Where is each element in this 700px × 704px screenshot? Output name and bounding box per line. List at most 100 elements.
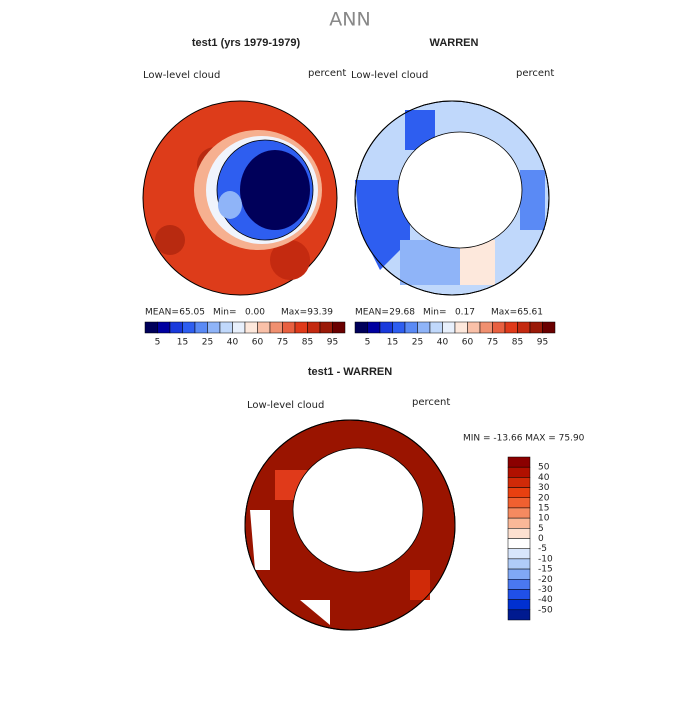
colorbar-label: 15 xyxy=(177,338,188,348)
colorbar-box xyxy=(294,321,308,334)
colorbar-label: 30 xyxy=(538,483,550,493)
colorbar-label: 40 xyxy=(437,338,449,348)
colorbar-box xyxy=(442,321,456,334)
colorbar-label: 60 xyxy=(462,338,474,348)
colorbar-box xyxy=(507,579,531,590)
stat-value: 65.61 xyxy=(517,308,543,318)
colorbar-label: -40 xyxy=(538,595,553,605)
colorbar-box xyxy=(367,321,381,334)
colorbar-box xyxy=(467,321,481,334)
colorbar-box xyxy=(507,528,531,539)
colorbar-label: -10 xyxy=(538,554,553,564)
colorbar-box xyxy=(479,321,493,334)
colorbar-label: 10 xyxy=(538,514,550,524)
colorbar-box xyxy=(144,321,158,334)
colorbar-box xyxy=(507,599,531,611)
stat-value: 93.39 xyxy=(307,308,333,318)
colorbar-box xyxy=(182,321,196,334)
range-label: MIN = -13.66 MAX = 75.90 xyxy=(463,434,585,444)
colorbar-box xyxy=(269,321,283,334)
colorbar-box xyxy=(507,538,531,549)
colorbar-label: 5 xyxy=(538,524,544,534)
colorbar-box xyxy=(307,321,321,334)
colorbar-label: 20 xyxy=(538,493,550,503)
colorbar-box xyxy=(194,321,208,334)
stat-label: Min= xyxy=(213,308,237,318)
colorbar-box xyxy=(219,321,233,334)
stat-label: MEAN= xyxy=(355,308,389,318)
colorbar-box xyxy=(507,589,531,600)
colorbar-box xyxy=(507,456,531,468)
colorbar-box xyxy=(429,321,443,334)
colorbar-label: 15 xyxy=(387,338,398,348)
variable-label: Low-level cloud xyxy=(351,70,428,81)
colorbar-label: 95 xyxy=(537,338,548,348)
colorbar-box xyxy=(404,321,418,334)
stat-value: 65.05 xyxy=(179,308,205,318)
colorbar-box xyxy=(232,321,246,334)
units-label: percent xyxy=(412,397,450,408)
map xyxy=(354,100,550,296)
map xyxy=(142,100,338,296)
panel-title: test1 - WARREN xyxy=(308,366,392,378)
colorbar-box xyxy=(354,321,368,334)
stat-label: Min= xyxy=(423,308,447,318)
stat-value: 29.68 xyxy=(389,308,415,318)
colorbar-box xyxy=(507,548,531,560)
map xyxy=(244,419,456,631)
colorbar-box xyxy=(529,321,543,334)
colorbar-label: 5 xyxy=(365,338,371,348)
colorbar-box xyxy=(542,321,556,334)
colorbar-label: 5 xyxy=(155,338,161,348)
colorbar-label: -5 xyxy=(538,544,547,554)
panel-title: test1 (yrs 1979-1979) xyxy=(192,37,301,49)
colorbar-label: 25 xyxy=(412,338,423,348)
units-label: percent xyxy=(308,68,346,79)
colorbar-box xyxy=(507,477,531,488)
colorbar-box xyxy=(244,321,258,334)
colorbar-box xyxy=(332,321,346,334)
colorbar-box xyxy=(454,321,468,334)
variable-label: Low-level cloud xyxy=(143,70,220,81)
colorbar-box xyxy=(157,321,171,334)
colorbar-box xyxy=(257,321,271,334)
colorbar-box xyxy=(504,321,518,334)
colorbar-label: 75 xyxy=(487,338,498,348)
colorbar-box xyxy=(492,321,506,334)
colorbar-box xyxy=(517,321,531,334)
colorbar-box xyxy=(282,321,296,334)
colorbar-label: 85 xyxy=(302,338,313,348)
units-label: percent xyxy=(516,68,554,79)
colorbar-box xyxy=(379,321,393,334)
colorbar-label: 40 xyxy=(538,473,550,483)
colorbar-box xyxy=(319,321,333,334)
colorbar-label: -30 xyxy=(538,585,553,595)
colorbar-box xyxy=(507,517,531,529)
stat-label: Max= xyxy=(491,308,517,318)
colorbar-label: 15 xyxy=(538,503,549,513)
colorbar-label: 25 xyxy=(202,338,213,348)
colorbar-box xyxy=(507,497,531,509)
colorbar-label: -50 xyxy=(538,605,553,615)
colorbar-box xyxy=(169,321,183,334)
colorbar-box xyxy=(507,507,531,519)
colorbar-label: 50 xyxy=(538,463,550,473)
variable-label: Low-level cloud xyxy=(247,400,324,411)
stat-value: 0.17 xyxy=(455,308,475,318)
colorbar-label: 75 xyxy=(277,338,288,348)
stat-label: MEAN= xyxy=(145,308,179,318)
colorbar-label: -15 xyxy=(538,565,553,575)
colorbar-label: 85 xyxy=(512,338,523,348)
colorbar-box xyxy=(507,487,531,498)
colorbar-box xyxy=(207,321,221,334)
colorbar-label: 0 xyxy=(538,534,544,544)
stat-value: 0.00 xyxy=(245,308,265,318)
colorbar-label: 40 xyxy=(227,338,239,348)
colorbar-label: 95 xyxy=(327,338,338,348)
colorbar-label: 60 xyxy=(252,338,264,348)
panel-title: WARREN xyxy=(430,37,479,49)
colorbar-box xyxy=(507,466,531,478)
colorbar-box xyxy=(507,568,531,580)
figure-title: ANN xyxy=(329,9,370,31)
